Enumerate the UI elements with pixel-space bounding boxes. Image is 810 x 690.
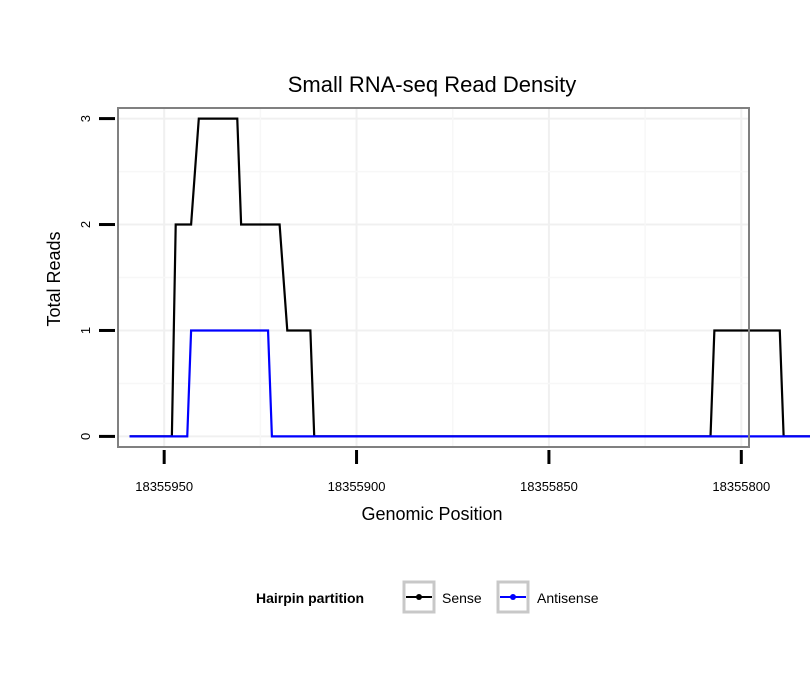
plot-panel-border (117, 107, 750, 448)
x-tick-label: 18355800 (712, 479, 770, 494)
chart-title: Small RNA-seq Read Density (288, 72, 577, 97)
x-axis: 18355950 18355900 18355850 18355800 (135, 450, 770, 494)
y-tick-label: 0 (78, 433, 93, 440)
legend-key-sense-point (416, 594, 422, 600)
legend-label-sense: Sense (442, 590, 482, 606)
x-tick-label: 18355850 (520, 479, 578, 494)
series-line-sense (129, 117, 810, 438)
legend-key-antisense-point (510, 594, 516, 600)
legend: Hairpin partition Sense Antisense (256, 580, 599, 614)
series-line-antisense (129, 329, 810, 438)
legend-label-antisense: Antisense (537, 590, 599, 606)
grid-minor (118, 108, 749, 447)
x-axis-title: Genomic Position (361, 504, 502, 524)
y-axis-title: Total Reads (44, 231, 64, 326)
y-tick-label: 1 (78, 327, 93, 334)
y-tick-label: 3 (78, 115, 93, 122)
y-axis: 0 1 2 3 (78, 115, 115, 440)
y-tick-label: 2 (78, 221, 93, 228)
series-layer (129, 117, 810, 438)
x-tick-label: 18355950 (135, 479, 193, 494)
legend-title: Hairpin partition (256, 590, 364, 606)
x-tick-label: 18355900 (328, 479, 386, 494)
